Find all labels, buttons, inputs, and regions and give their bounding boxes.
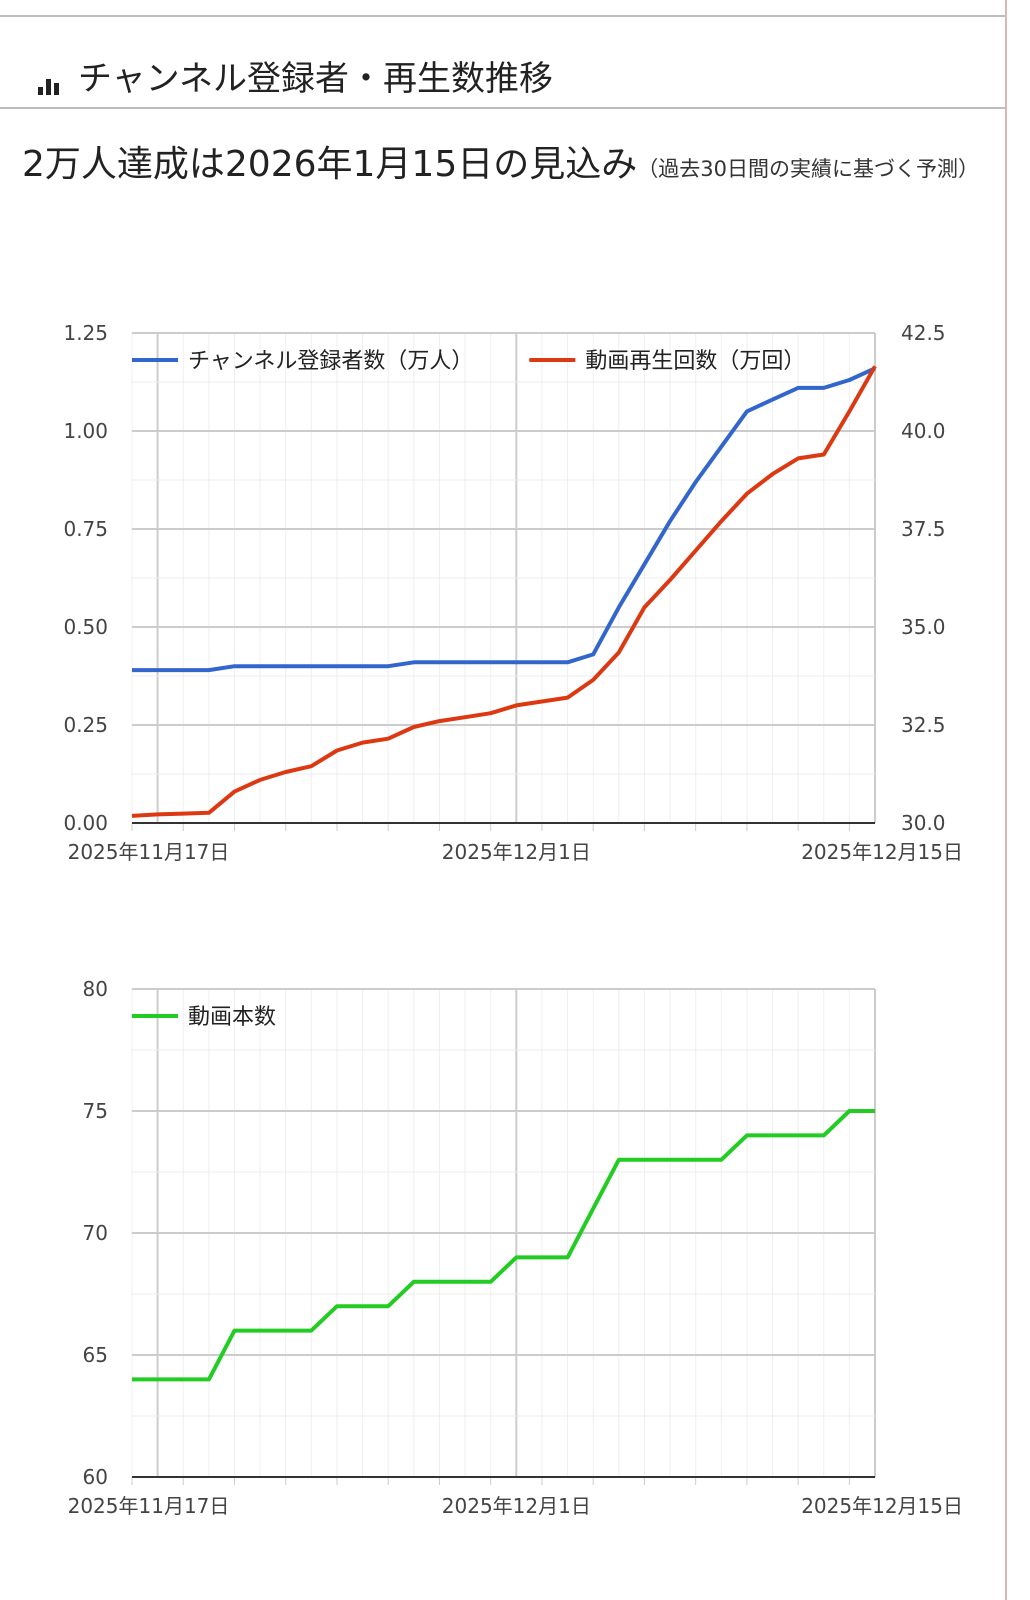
y2-tick-label: 37.5	[901, 517, 946, 541]
y2-tick-label: 30.0	[901, 811, 946, 835]
video-count-chart: 60 65 70 75 80 2025年11月17日 2025年12月1日 2025年12月1…	[68, 977, 963, 1518]
y2-tick-label: 42.5	[901, 321, 946, 345]
section-header: チャンネル登録者・再生数推移	[0, 17, 1005, 109]
series-line-1	[132, 366, 876, 673]
y-tick-label: 70	[83, 1221, 108, 1245]
x-tick-label: 2025年11月17日	[68, 1494, 230, 1518]
x-tick-label: 2025年12月15日	[801, 1494, 963, 1518]
x-tick-label: 2025年12月1日	[442, 1494, 591, 1518]
forecast-main: 2万人達成は2026年1月15日の見込み	[22, 144, 638, 185]
x-tick-label: 2025年11月17日	[68, 840, 230, 864]
series-line-1	[132, 1109, 875, 1382]
y-tick-label: 60	[83, 1465, 108, 1489]
y2-tick-label: 35.0	[901, 615, 946, 639]
x-tick-label: 2025年12月1日	[442, 840, 591, 864]
y-tick-label: 0.00	[63, 811, 108, 835]
y2-tick-label: 32.5	[901, 713, 946, 737]
bar-chart-icon	[38, 79, 59, 95]
subscribers-views-chart: 0.00 0.25 0.50 0.75 1.00 1.25 30.0 32.5 35.0 37.5…	[63, 321, 963, 864]
legend-label: 動画本数	[188, 1005, 276, 1030]
section-title: チャンネル登録者・再生数推移	[78, 59, 553, 99]
legend-label: チャンネル登録者数（万人）	[188, 349, 473, 374]
series-line-2	[131, 365, 877, 818]
x-tick-label: 2025年12月15日	[801, 840, 963, 864]
forecast-text: 2万人達成は2026年1月15日の見込み（過去30日間の実績に基づく予測）	[22, 130, 982, 206]
y-tick-label: 0.25	[63, 713, 108, 737]
y-tick-label: 0.75	[63, 517, 108, 541]
y-tick-label: 65	[83, 1343, 108, 1367]
y-tick-label: 0.50	[63, 615, 108, 639]
legend-label: 動画再生回数（万回）	[585, 349, 805, 374]
right-edge-line	[1005, 0, 1007, 1600]
forecast-note: （過去30日間の実績に基づく予測）	[637, 157, 979, 181]
y-tick-label: 1.25	[63, 321, 108, 345]
y2-tick-label: 40.0	[901, 419, 946, 443]
y-tick-label: 75	[83, 1099, 108, 1123]
y-tick-label: 1.00	[63, 419, 108, 443]
y-tick-label: 80	[83, 977, 108, 1001]
top-rule	[0, 15, 1005, 17]
